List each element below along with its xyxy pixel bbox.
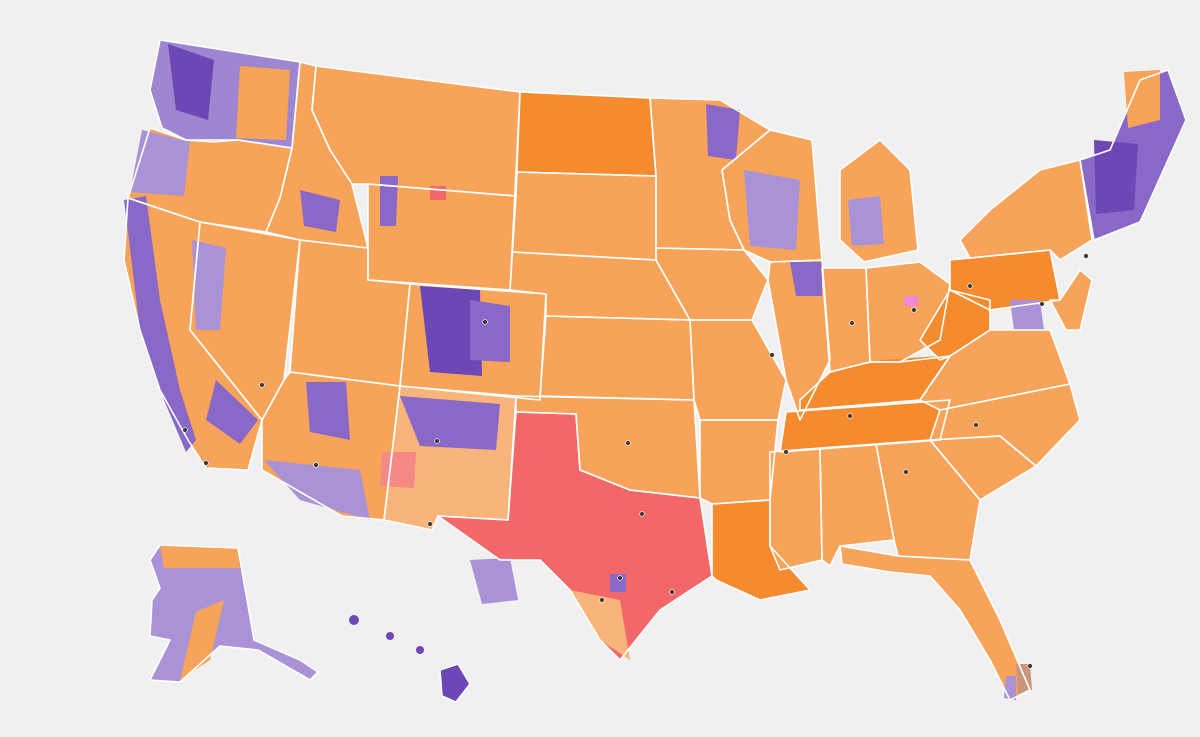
city-dot-icon-charlotte[interactable] (973, 422, 979, 428)
city-dot-icon-houston[interactable] (669, 589, 675, 595)
city-dot-icon-san-diego[interactable] (203, 460, 209, 466)
region-virginia-purple[interactable] (1010, 300, 1044, 330)
region-michigan-purple[interactable] (848, 196, 884, 246)
city-dot-icon-austin[interactable] (617, 575, 623, 581)
region-texas-south-orange[interactable] (570, 590, 630, 660)
state-new-york[interactable] (960, 160, 1092, 260)
state-virginia[interactable] (920, 330, 1070, 410)
city-dot-icon-dallas[interactable] (639, 511, 645, 517)
hawaii-island-2[interactable] (416, 646, 424, 654)
region-wyoming-red[interactable] (430, 186, 446, 200)
state-pennsylvania[interactable] (950, 250, 1060, 310)
state-tennessee[interactable] (780, 400, 950, 452)
city-dot-icon-san-antonio[interactable] (599, 597, 605, 603)
city-dot-icon-denver[interactable] (482, 319, 488, 325)
city-dot-icon-st-louis[interactable] (769, 352, 775, 358)
state-border-michigan (839, 139, 919, 263)
state-montana[interactable] (312, 66, 520, 196)
state-indiana[interactable] (822, 268, 870, 372)
city-dot-icon-indianapolis[interactable] (849, 320, 855, 326)
city-dot-icon-los-angeles[interactable] (182, 427, 188, 433)
hawaii-islands-layer (349, 615, 424, 654)
city-dot-icon-phoenix[interactable] (313, 462, 319, 468)
region-nevada-purple[interactable] (192, 240, 226, 330)
state-nebraska[interactable] (510, 252, 690, 320)
region-washington-west-dark[interactable] (168, 44, 214, 120)
region-utah-purple[interactable] (300, 190, 340, 232)
state-border-new-england (1079, 69, 1187, 241)
state-south-carolina[interactable] (930, 436, 1036, 500)
state-oklahoma[interactable] (516, 396, 700, 498)
state-border-texas (437, 411, 713, 661)
city-dot-icon-las-vegas[interactable] (259, 382, 265, 388)
state-illinois[interactable] (768, 260, 830, 420)
city-dot-icon-memphis[interactable] (783, 449, 789, 455)
region-ohio-pink[interactable] (904, 296, 918, 306)
city-dot-icon-atlanta[interactable] (903, 469, 909, 475)
state-arkansas[interactable] (700, 420, 778, 504)
state-louisiana[interactable] (712, 500, 810, 600)
state-utah[interactable] (290, 240, 410, 386)
state-border-alaska (149, 544, 319, 683)
region-arizona-purple[interactable] (306, 382, 350, 440)
region-wisconsin-purple[interactable] (744, 170, 800, 250)
region-new-england-dark[interactable] (1094, 140, 1138, 214)
region-minnesota-purple[interactable] (706, 104, 740, 160)
region-maine-orange[interactable] (1124, 70, 1160, 128)
state-idaho[interactable] (266, 62, 368, 248)
state-mississippi[interactable] (770, 448, 822, 570)
region-texas-west-purple[interactable] (470, 558, 518, 604)
state-kansas[interactable] (540, 316, 694, 400)
state-wyoming[interactable] (368, 184, 516, 290)
state-texas[interactable] (438, 412, 712, 660)
region-washington-east-orange[interactable] (236, 66, 290, 140)
region-montana-purple-1[interactable] (380, 176, 398, 226)
city-dot-icon-albuquerque[interactable] (434, 438, 440, 444)
region-arizona-south-purple[interactable] (264, 460, 370, 520)
state-missouri[interactable] (690, 320, 786, 420)
region-alaska-north-orange[interactable] (160, 545, 240, 568)
region-west-coast-purple[interactable] (124, 196, 196, 452)
region-colorado-purple-2[interactable] (470, 300, 510, 362)
city-dot-icon-oklahoma-city[interactable] (625, 440, 631, 446)
region-new-mexico-red[interactable] (380, 452, 416, 488)
city-dot-icon-new-york-city[interactable] (1083, 253, 1089, 259)
hawaii-island-1[interactable] (386, 632, 394, 640)
city-dot-icon-miami[interactable] (1027, 663, 1033, 669)
city-dot-icon-pittsburgh[interactable] (967, 283, 973, 289)
state-alabama[interactable] (820, 444, 894, 566)
state-west-virginia[interactable] (920, 290, 990, 360)
state-border-hawaii (439, 663, 471, 703)
region-alaska-south-orange[interactable] (180, 600, 224, 680)
county-regions-layer (124, 44, 1160, 700)
region-new-mexico-purple[interactable] (400, 396, 500, 450)
hawaii-island-0[interactable] (349, 615, 359, 625)
city-markers-layer (182, 253, 1089, 669)
state-border-kentucky (799, 355, 951, 411)
city-dot-icon-columbus[interactable] (911, 307, 917, 313)
region-nevada-clark-purple[interactable] (206, 380, 258, 444)
state-mid-atlantic[interactable] (1050, 270, 1092, 330)
state-minnesota[interactable] (650, 98, 770, 250)
state-borders-layer (123, 39, 1187, 703)
state-iowa[interactable] (656, 248, 768, 320)
state-border-mid-atlantic (1049, 269, 1093, 331)
state-border-new-york (959, 159, 1093, 261)
state-south-dakota[interactable] (512, 172, 656, 260)
city-dot-icon-nashville[interactable] (847, 413, 853, 419)
region-florida-purple[interactable] (1004, 676, 1016, 700)
state-border-illinois (767, 259, 831, 421)
region-illinois-chicago-purple[interactable] (790, 262, 822, 296)
state-north-dakota[interactable] (516, 92, 656, 176)
region-kentucky-dark[interactable] (880, 356, 940, 396)
state-border-colorado (399, 283, 547, 401)
city-dot-icon-el-paso[interactable] (427, 521, 433, 527)
region-colorado-purple[interactable] (420, 286, 482, 376)
state-border-florida (839, 545, 1031, 701)
city-dot-icon-washington-dc[interactable] (1039, 301, 1045, 307)
